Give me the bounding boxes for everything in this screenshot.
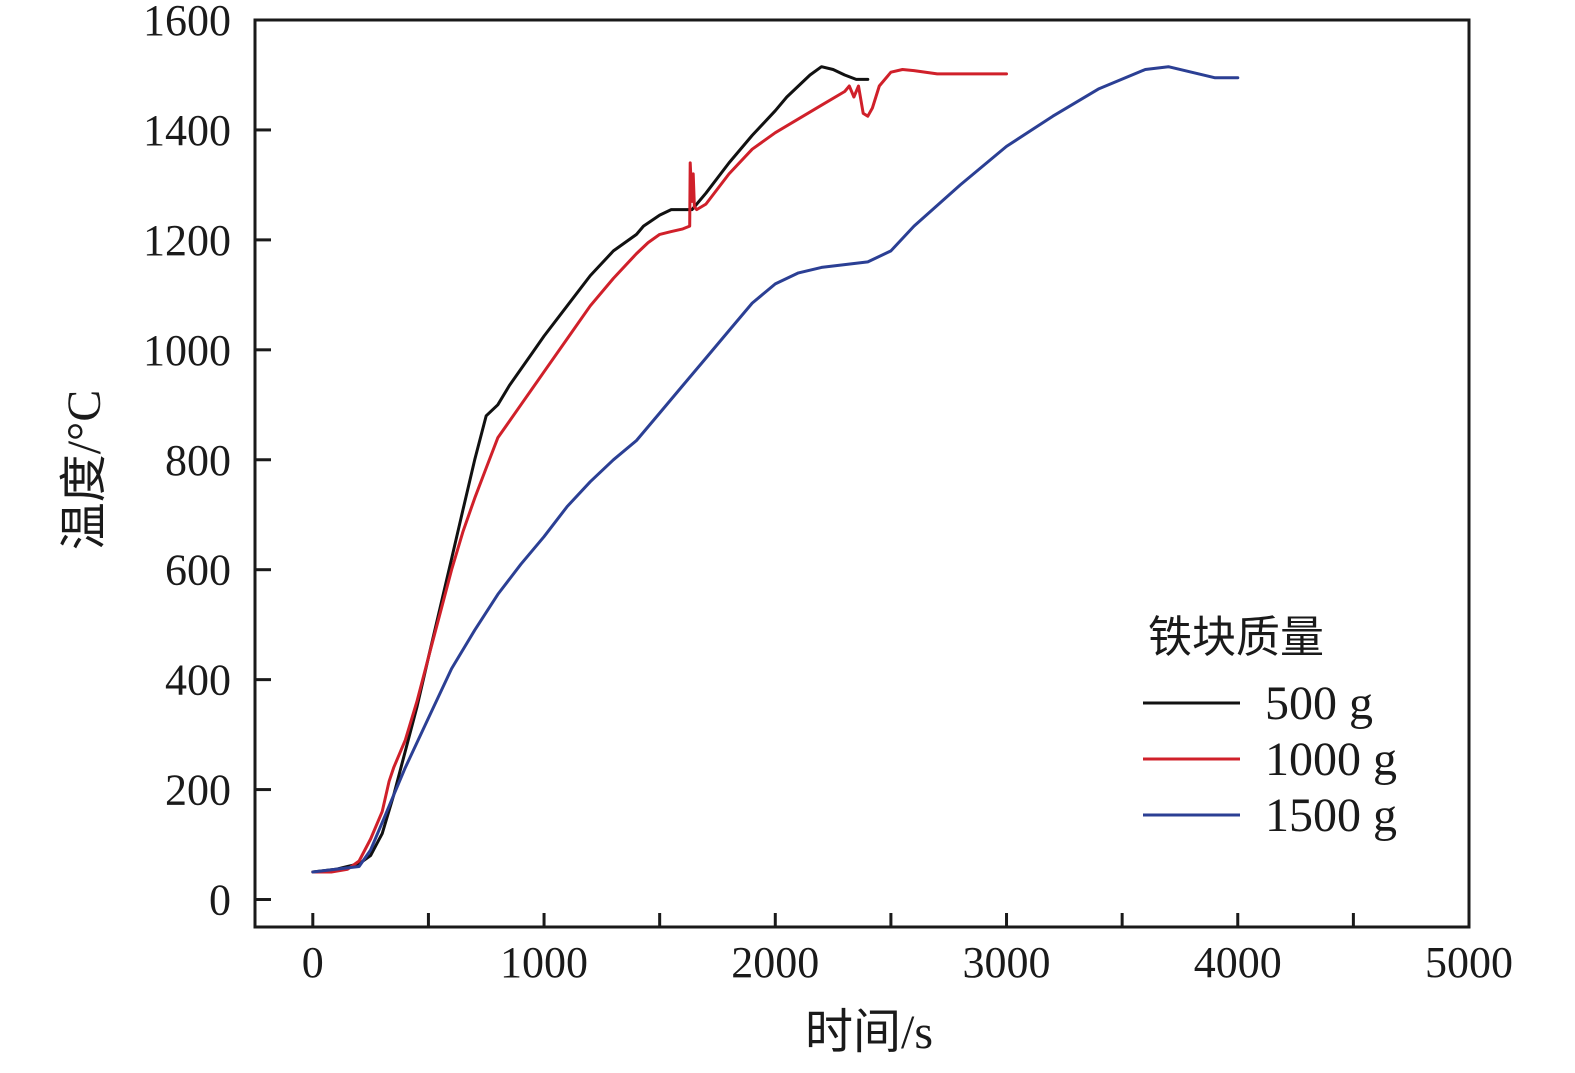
y-tick-label: 1400 [143,106,231,155]
x-tick-label: 3000 [963,938,1051,987]
x-axis-ticks: 0 1000 2000 3000 4000 5000 [302,913,1513,987]
series-layer [311,65,1240,874]
x-tick-label: 1000 [500,938,588,987]
series-line [311,68,1008,874]
y-tick-label: 600 [165,546,231,595]
legend-title: 铁块质量 [1148,612,1324,663]
y-tick-label: 200 [165,766,231,815]
series-line [311,65,870,874]
legend-label: 1500 g [1265,789,1397,842]
y-tick-label: 800 [165,436,231,485]
x-axis-title: 时间/s [805,1006,933,1059]
y-axis-title: 温度/°C [58,390,111,551]
y-tick-label: 1600 [143,0,231,45]
y-tick-label: 1200 [143,216,231,265]
plot-frame [253,18,1471,929]
x-tick-label: 4000 [1194,938,1282,987]
legend-label: 1000 g [1265,733,1397,786]
x-tick-label: 5000 [1425,938,1513,987]
y-axis-ticks: 0 200 400 600 800 1000 1200 1400 1600 [143,0,271,925]
y-tick-label: 0 [209,876,231,925]
legend-label: 500 g [1265,677,1373,730]
x-tick-label: 0 [302,938,324,987]
y-tick-label: 1000 [143,326,231,375]
y-tick-label: 400 [165,656,231,705]
series-line [311,65,1240,874]
x-tick-label: 2000 [731,938,819,987]
